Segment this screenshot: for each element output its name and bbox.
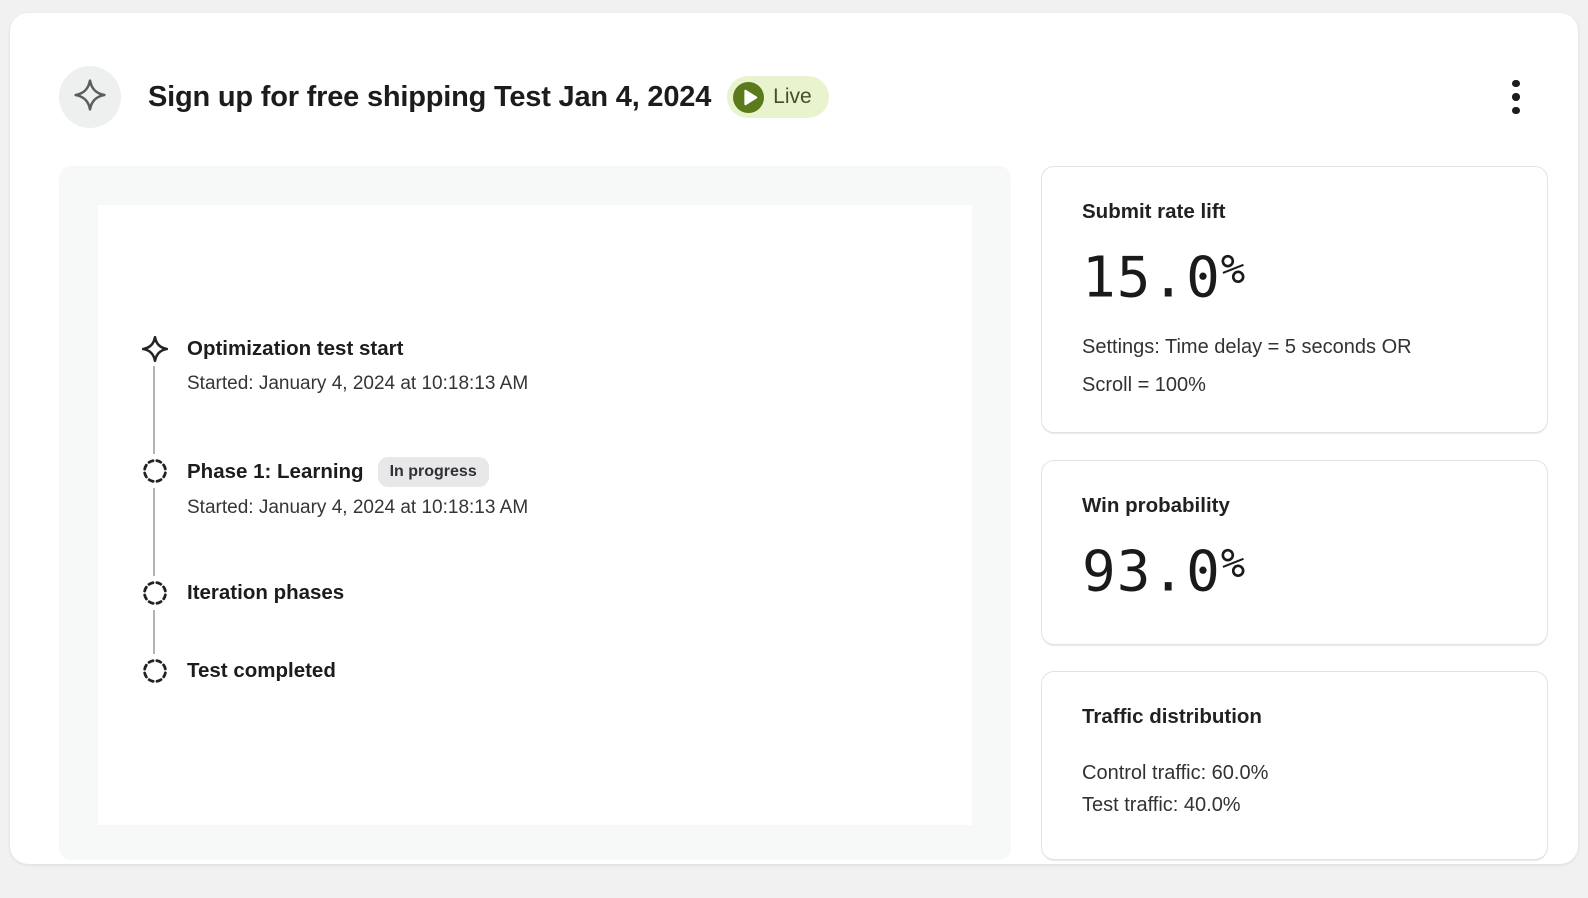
play-icon [733, 81, 765, 113]
dashed-circle-icon [141, 657, 169, 685]
timeline-item-timestamp: Started: January 4, 2024 at 10:18:13 AM [187, 373, 529, 394]
metric-value: 15.0% [1082, 245, 1246, 311]
timeline-item-test-start: Optimization test start Started: January… [141, 335, 528, 397]
timeline-item-title: Test completed [187, 659, 336, 682]
percent-sign: % [1220, 540, 1246, 587]
dashed-circle-icon [141, 457, 169, 485]
sparkle-icon [73, 78, 107, 117]
status-badge-label: Live [773, 85, 812, 108]
timeline-item-test-completed: Test completed [141, 657, 336, 685]
header: Sign up for free shipping Test Jan 4, 20… [59, 65, 1538, 129]
metric-title: Traffic distribution [1082, 705, 1262, 728]
timeline-connector [153, 366, 155, 454]
kebab-menu-icon[interactable] [1494, 75, 1538, 119]
timeline-item-timestamp: Started: January 4, 2024 at 10:18:13 AM [187, 497, 529, 518]
timeline-canvas [98, 205, 972, 825]
win-probability-card: Win probability 93.0% [1041, 460, 1548, 645]
test-traffic-line: Test traffic: 40.0% [1082, 794, 1241, 816]
settings-line: Settings: Time delay = 5 seconds OR [1082, 336, 1412, 359]
dashed-circle-icon [141, 579, 169, 607]
metric-title: Submit rate lift [1082, 200, 1226, 223]
status-badge: Live [727, 76, 829, 118]
traffic-lines: Control traffic: 60.0% Test traffic: 40.… [1082, 757, 1507, 821]
timeline-item-iteration-phases: Iteration phases [141, 579, 344, 607]
timeline-panel: Optimization test start Started: January… [59, 166, 1011, 860]
control-traffic-line: Control traffic: 60.0% [1082, 762, 1269, 784]
settings-line: Scroll = 100% [1082, 374, 1206, 397]
in-progress-badge: In progress [377, 457, 489, 487]
traffic-distribution-card: Traffic distribution Control traffic: 60… [1041, 671, 1548, 860]
timeline-connector [153, 610, 155, 654]
submit-rate-lift-card: Submit rate lift 15.0% Settings: Time de… [1041, 166, 1548, 433]
test-avatar [59, 66, 121, 128]
metric-settings: Settings: Time delay = 5 seconds OR Scro… [1082, 328, 1507, 404]
timeline-item-title: Optimization test start [187, 337, 404, 360]
metric-value: 93.0% [1082, 539, 1246, 605]
timeline-item-title: Iteration phases [187, 581, 345, 604]
test-detail-card: Sign up for free shipping Test Jan 4, 20… [10, 13, 1578, 864]
metric-title: Win probability [1082, 494, 1230, 517]
timeline-connector [153, 488, 155, 576]
percent-sign: % [1220, 246, 1246, 293]
sparkle-icon [141, 335, 169, 363]
timeline-item-phase-1: Phase 1: Learning In progress Started: J… [141, 457, 528, 521]
timeline-item-title: Phase 1: Learning [187, 460, 364, 483]
page-title: Sign up for free shipping Test Jan 4, 20… [148, 80, 712, 113]
